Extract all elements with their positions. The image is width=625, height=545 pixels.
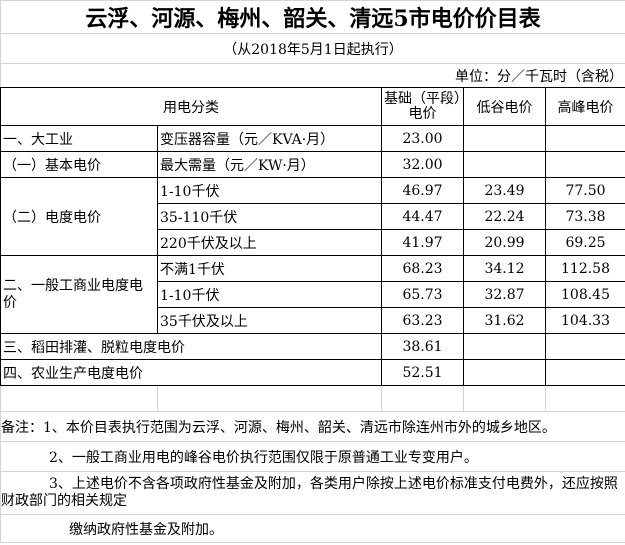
row-item: 1-10千伏 <box>157 281 382 308</box>
row-label: 一、大工业 <box>0 125 158 152</box>
base-price: 44.47 <box>381 203 464 230</box>
row-item: 35-110千伏 <box>157 203 382 230</box>
table-row: 35千伏及以上 63.23 31.62 104.33 <box>1 307 625 334</box>
peak-price: 112.58 <box>545 255 625 282</box>
row-item: 变压器容量（元／KVA·月） <box>157 125 382 152</box>
table-row: 一、大工业 变压器容量（元／KVA·月） 23.00 <box>0 125 625 152</box>
valley-price: 32.87 <box>463 281 546 308</box>
unit-label: 单位：分／千瓦时（含税） <box>0 63 625 88</box>
row-item: 220千伏及以上 <box>157 229 382 256</box>
peak-price: 73.38 <box>545 203 625 230</box>
peak-price: 104.33 <box>545 307 625 334</box>
base-price: 63.23 <box>381 307 464 334</box>
valley-price: 20.99 <box>463 229 546 256</box>
note-2: 2、一般工商业用电的峰谷电价执行范围仅限于原普通工业专变用户。 <box>0 441 625 472</box>
valley-price: 31.62 <box>463 307 546 334</box>
header-valley: 低谷电价 <box>463 87 546 126</box>
header-base: 基础（平段）电价 <box>381 87 464 126</box>
table-row: （二）电度电价 1-10千伏 46.97 23.49 77.50 <box>0 177 625 256</box>
table-row: 35-110千伏 44.47 22.24 73.38 <box>1 203 625 230</box>
table-row: 二、一般工商业电度电价 不满1千伏 68.23 34.12 112.58 <box>0 255 625 334</box>
page-title: 云浮、河源、梅州、韶关、清远5市电价价目表 <box>0 0 625 34</box>
valley-price: 22.24 <box>463 203 546 230</box>
table-row: 三、稻田排灌、脱粒电度电价 38.61 <box>0 333 625 360</box>
subtitle: （从2018年5月1日起执行） <box>0 33 625 64</box>
row-label: 二、一般工商业电度电价 <box>0 255 158 334</box>
base-price: 46.97 <box>381 177 464 204</box>
row-item: 不满1千伏 <box>157 255 382 282</box>
base-price: 65.73 <box>381 281 464 308</box>
header-peak: 高峰电价 <box>545 87 625 126</box>
row-item: 35千伏及以上 <box>157 307 382 334</box>
row-item: 1-10千伏 <box>157 177 382 204</box>
base-price: 38.61 <box>381 333 464 360</box>
row-label: 三、稻田排灌、脱粒电度电价 <box>0 333 382 360</box>
peak-price: 108.45 <box>545 281 625 308</box>
table-row: 四、农业生产电度电价 52.51 <box>0 359 625 386</box>
table-row: 1-10千伏 65.73 32.87 108.45 <box>1 281 625 308</box>
row-label: 四、农业生产电度电价 <box>0 359 382 386</box>
peak-price: 77.50 <box>545 177 625 204</box>
base-price: 32.00 <box>381 151 464 178</box>
row-label: （二）电度电价 <box>0 177 158 256</box>
header-category: 用电分类 <box>0 87 382 126</box>
base-price: 68.23 <box>381 255 464 282</box>
table-row: （一）基本电价 最大需量（元／KW·月） 32.00 <box>0 151 625 178</box>
base-price: 41.97 <box>381 229 464 256</box>
row-label: （一）基本电价 <box>0 151 158 178</box>
table-row: 220千伏及以上 41.97 20.99 69.25 <box>1 229 625 256</box>
peak-price: 69.25 <box>545 229 625 256</box>
row-item: 最大需量（元／KW·月） <box>157 151 382 178</box>
note-4: 缴纳政府性基金及附加。 <box>0 514 625 543</box>
valley-price: 23.49 <box>463 177 546 204</box>
base-price: 52.51 <box>381 359 464 386</box>
base-price: 23.00 <box>381 125 464 152</box>
valley-price: 34.12 <box>463 255 546 282</box>
note-3: 3、上述电价不含各项政府性基金及附加，各类用户除按上述电价标准支付电费外，还应按… <box>0 471 625 515</box>
note-1: 备注：1、本价目表执行范围为云浮、河源、梅州、韶关、清远市除连州市外的城乡地区。 <box>0 411 625 442</box>
